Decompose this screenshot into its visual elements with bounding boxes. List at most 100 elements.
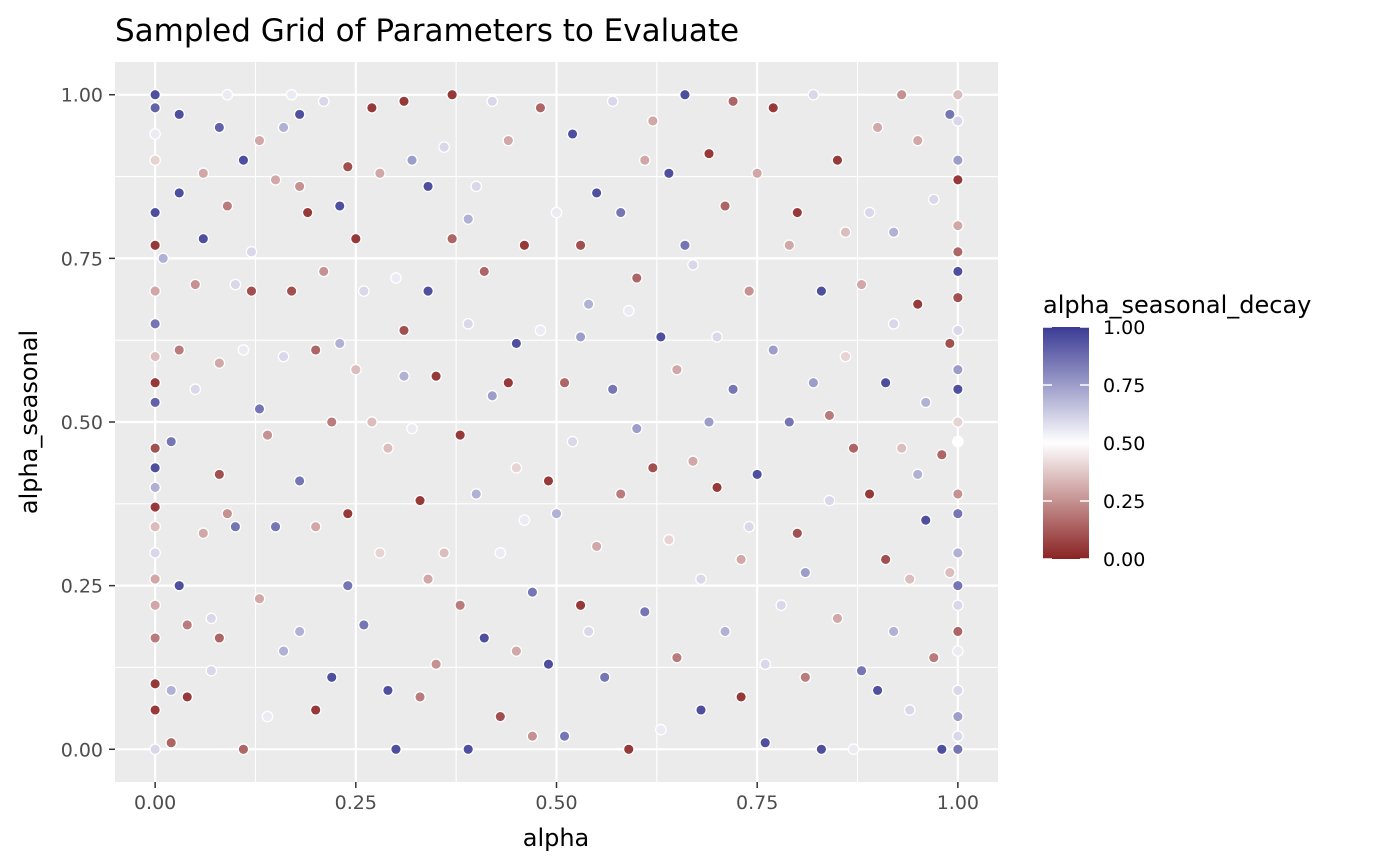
chart-title: Sampled Grid of Parameters to Evaluate bbox=[115, 13, 739, 49]
data-point bbox=[486, 389, 499, 402]
data-point bbox=[165, 435, 178, 448]
data-point bbox=[229, 520, 242, 533]
data-point bbox=[149, 547, 161, 559]
data-point bbox=[149, 743, 161, 756]
data-point bbox=[165, 736, 178, 749]
data-point bbox=[582, 298, 595, 311]
data-point bbox=[952, 363, 964, 376]
data-point bbox=[213, 632, 226, 644]
data-point bbox=[815, 743, 828, 756]
data-point bbox=[743, 520, 756, 533]
data-point bbox=[574, 331, 587, 343]
data-point bbox=[887, 317, 900, 330]
data-point bbox=[430, 370, 442, 383]
data-point bbox=[510, 337, 523, 350]
legend-ticks: 0.00 0.25 0.50 0.75 1.00 bbox=[1043, 317, 1145, 571]
data-point bbox=[566, 435, 579, 448]
data-point bbox=[550, 206, 563, 219]
data-point bbox=[598, 671, 611, 684]
data-point bbox=[470, 488, 483, 500]
data-point bbox=[333, 337, 346, 350]
data-point bbox=[855, 278, 868, 291]
y-tick-label: 0.00 bbox=[61, 739, 103, 761]
y-tick-label: 0.50 bbox=[61, 412, 103, 434]
x-tick-label: 0.75 bbox=[736, 792, 778, 814]
data-point bbox=[952, 88, 964, 101]
data-point bbox=[542, 658, 555, 671]
data-point bbox=[943, 566, 956, 579]
data-point bbox=[518, 239, 531, 252]
data-point bbox=[895, 88, 908, 101]
data-point bbox=[374, 547, 386, 559]
data-point bbox=[903, 573, 916, 585]
data-point bbox=[703, 147, 715, 160]
legend-tick-label: 0.00 bbox=[1103, 549, 1145, 571]
data-point bbox=[293, 108, 306, 121]
data-point bbox=[671, 651, 683, 664]
data-point bbox=[590, 187, 603, 199]
data-point bbox=[398, 324, 410, 337]
y-axis: 0.00 0.25 0.50 0.75 1.00 bbox=[61, 85, 115, 761]
data-point bbox=[261, 429, 274, 441]
data-point bbox=[438, 547, 450, 559]
data-point bbox=[711, 481, 723, 494]
data-point bbox=[422, 180, 434, 193]
y-axis-title: alpha_seasonal bbox=[15, 330, 43, 514]
data-point bbox=[277, 350, 290, 363]
data-point bbox=[646, 115, 659, 127]
data-point bbox=[590, 540, 603, 553]
data-point bbox=[149, 396, 161, 409]
data-point bbox=[221, 200, 234, 212]
data-point bbox=[775, 599, 788, 612]
data-point bbox=[952, 324, 964, 337]
data-point bbox=[719, 200, 731, 212]
data-point bbox=[293, 475, 306, 487]
data-point bbox=[237, 344, 250, 356]
x-axis-title: alpha bbox=[523, 824, 590, 852]
data-point bbox=[366, 101, 378, 114]
data-point bbox=[703, 416, 715, 428]
data-point bbox=[518, 514, 531, 527]
data-point bbox=[478, 632, 491, 644]
data-point bbox=[952, 265, 964, 278]
data-point bbox=[430, 658, 442, 671]
data-point bbox=[325, 671, 338, 684]
data-point bbox=[952, 291, 964, 304]
data-point bbox=[622, 304, 635, 317]
data-point bbox=[606, 383, 619, 396]
data-point bbox=[751, 468, 764, 481]
data-point bbox=[317, 95, 330, 108]
data-point bbox=[149, 520, 161, 533]
data-point bbox=[149, 239, 161, 252]
data-points bbox=[149, 88, 964, 756]
data-point bbox=[550, 507, 563, 520]
data-point bbox=[149, 101, 161, 114]
data-point bbox=[727, 383, 739, 396]
data-point bbox=[189, 278, 202, 291]
data-point bbox=[807, 88, 820, 101]
data-point bbox=[181, 619, 194, 631]
data-point bbox=[149, 573, 161, 585]
data-point bbox=[671, 363, 683, 376]
data-point bbox=[952, 115, 964, 127]
data-point bbox=[534, 101, 547, 114]
data-point bbox=[349, 363, 362, 376]
data-point bbox=[462, 213, 475, 225]
data-point bbox=[767, 101, 780, 114]
data-point bbox=[438, 141, 450, 153]
data-point bbox=[679, 88, 691, 101]
data-point bbox=[751, 167, 764, 180]
y-tick-label: 0.75 bbox=[61, 248, 103, 270]
data-point bbox=[952, 154, 964, 167]
data-point bbox=[695, 704, 707, 716]
data-point bbox=[269, 173, 282, 186]
data-point bbox=[759, 736, 772, 749]
data-point bbox=[494, 547, 507, 559]
data-point bbox=[735, 553, 747, 566]
data-point bbox=[799, 566, 812, 579]
data-point bbox=[863, 488, 876, 500]
data-point bbox=[213, 468, 226, 481]
data-point bbox=[237, 154, 250, 167]
data-point bbox=[663, 533, 675, 546]
data-point bbox=[197, 527, 210, 540]
